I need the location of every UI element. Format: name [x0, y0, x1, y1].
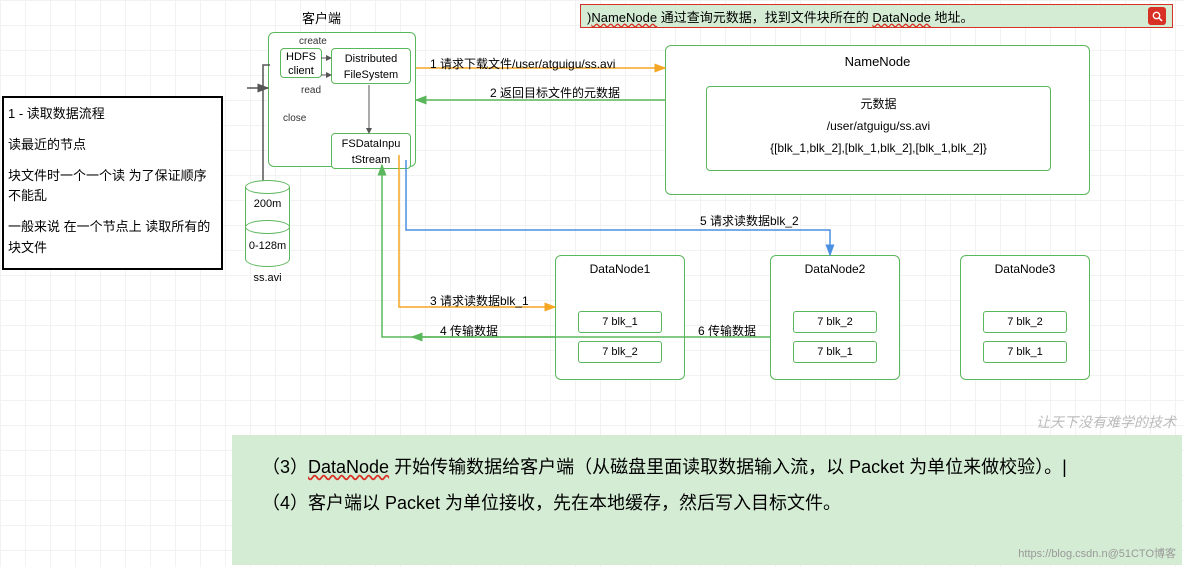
datanode1-box: DataNode1 7 blk_1 7 blk_2	[555, 255, 685, 380]
metadata-box: 元数据 /user/atguigu/ss.avi {[blk_1,blk_2],…	[706, 86, 1051, 171]
notes-l3: 块文件时一个一个读 为了保证顺序不能乱	[8, 166, 217, 208]
client-title: 客户端	[302, 8, 341, 27]
notes-l2: 读最近的节点	[8, 135, 217, 156]
namenode-title: NameNode	[845, 54, 911, 69]
dn3-b2: 7 blk_1	[983, 341, 1067, 363]
dn1-b2: 7 blk_2	[578, 341, 662, 363]
dn1-b1: 7 blk_1	[578, 311, 662, 333]
label-4: 4 传输数据	[440, 322, 498, 339]
search-icon[interactable]	[1148, 7, 1166, 25]
file-cylinder: 200m 0-128m ss.avi	[245, 180, 290, 275]
datanode3-box: DataNode3 7 blk_2 7 blk_1	[960, 255, 1090, 380]
meta-blocks: {[blk_1,blk_2],[blk_1,blk_2],[blk_1,blk_…	[707, 137, 1050, 159]
dn3-title: DataNode3	[995, 262, 1056, 276]
dn2-b2: 7 blk_1	[793, 341, 877, 363]
banner-highlight: )NameNode 通过查询元数据，找到文件块所在的 DataNode 地址。	[580, 4, 1173, 28]
cyl-top-label: 200m	[245, 198, 290, 210]
label-2: 2 返回目标文件的元数据	[490, 84, 620, 101]
label-6: 6 传输数据	[698, 322, 756, 339]
client-inner-arrows	[269, 33, 417, 168]
client-box: HDFS client Distributed FileSystem FSDat…	[268, 32, 416, 167]
label-3: 3 请求读数据blk_1	[430, 292, 529, 309]
label-5: 5 请求读数据blk_2	[700, 212, 799, 229]
dn1-title: DataNode1	[590, 262, 651, 276]
banner-text: )NameNode 通过查询元数据，找到文件块所在的 DataNode 地址。	[587, 7, 974, 26]
cyl-mid-label: 0-128m	[245, 240, 290, 252]
cyl-name: ss.avi	[245, 272, 290, 284]
notes-l4: 一般来说 在一个节点上 读取所有的块文件	[8, 217, 217, 259]
watermark: 让天下没有难学的技术	[1036, 412, 1176, 432]
dn2-b1: 7 blk_2	[793, 311, 877, 333]
footer-p3: （3）DataNode 开始传输数据给客户端（从磁盘里面读取数据输入流，以 Pa…	[262, 449, 1152, 485]
dn2-title: DataNode2	[805, 262, 866, 276]
watermark-2: https://blog.csdn.n@51CTO博客	[1018, 545, 1176, 561]
meta-path: /user/atguigu/ss.avi	[707, 115, 1050, 137]
namenode-box: NameNode 元数据 /user/atguigu/ss.avi {[blk_…	[665, 45, 1090, 195]
meta-title: 元数据	[707, 93, 1050, 115]
footer-p4: （4）客户端以 Packet 为单位接收，先在本地缓存，然后写入目标文件。	[262, 485, 1152, 521]
datanode2-box: DataNode2 7 blk_2 7 blk_1	[770, 255, 900, 380]
notes-panel: 1 - 读取数据流程 读最近的节点 块文件时一个一个读 为了保证顺序不能乱 一般…	[2, 96, 223, 270]
notes-title: 1 - 读取数据流程	[8, 104, 217, 125]
label-1: 1 请求下载文件/user/atguigu/ss.avi	[430, 55, 615, 72]
dn3-b1: 7 blk_2	[983, 311, 1067, 333]
